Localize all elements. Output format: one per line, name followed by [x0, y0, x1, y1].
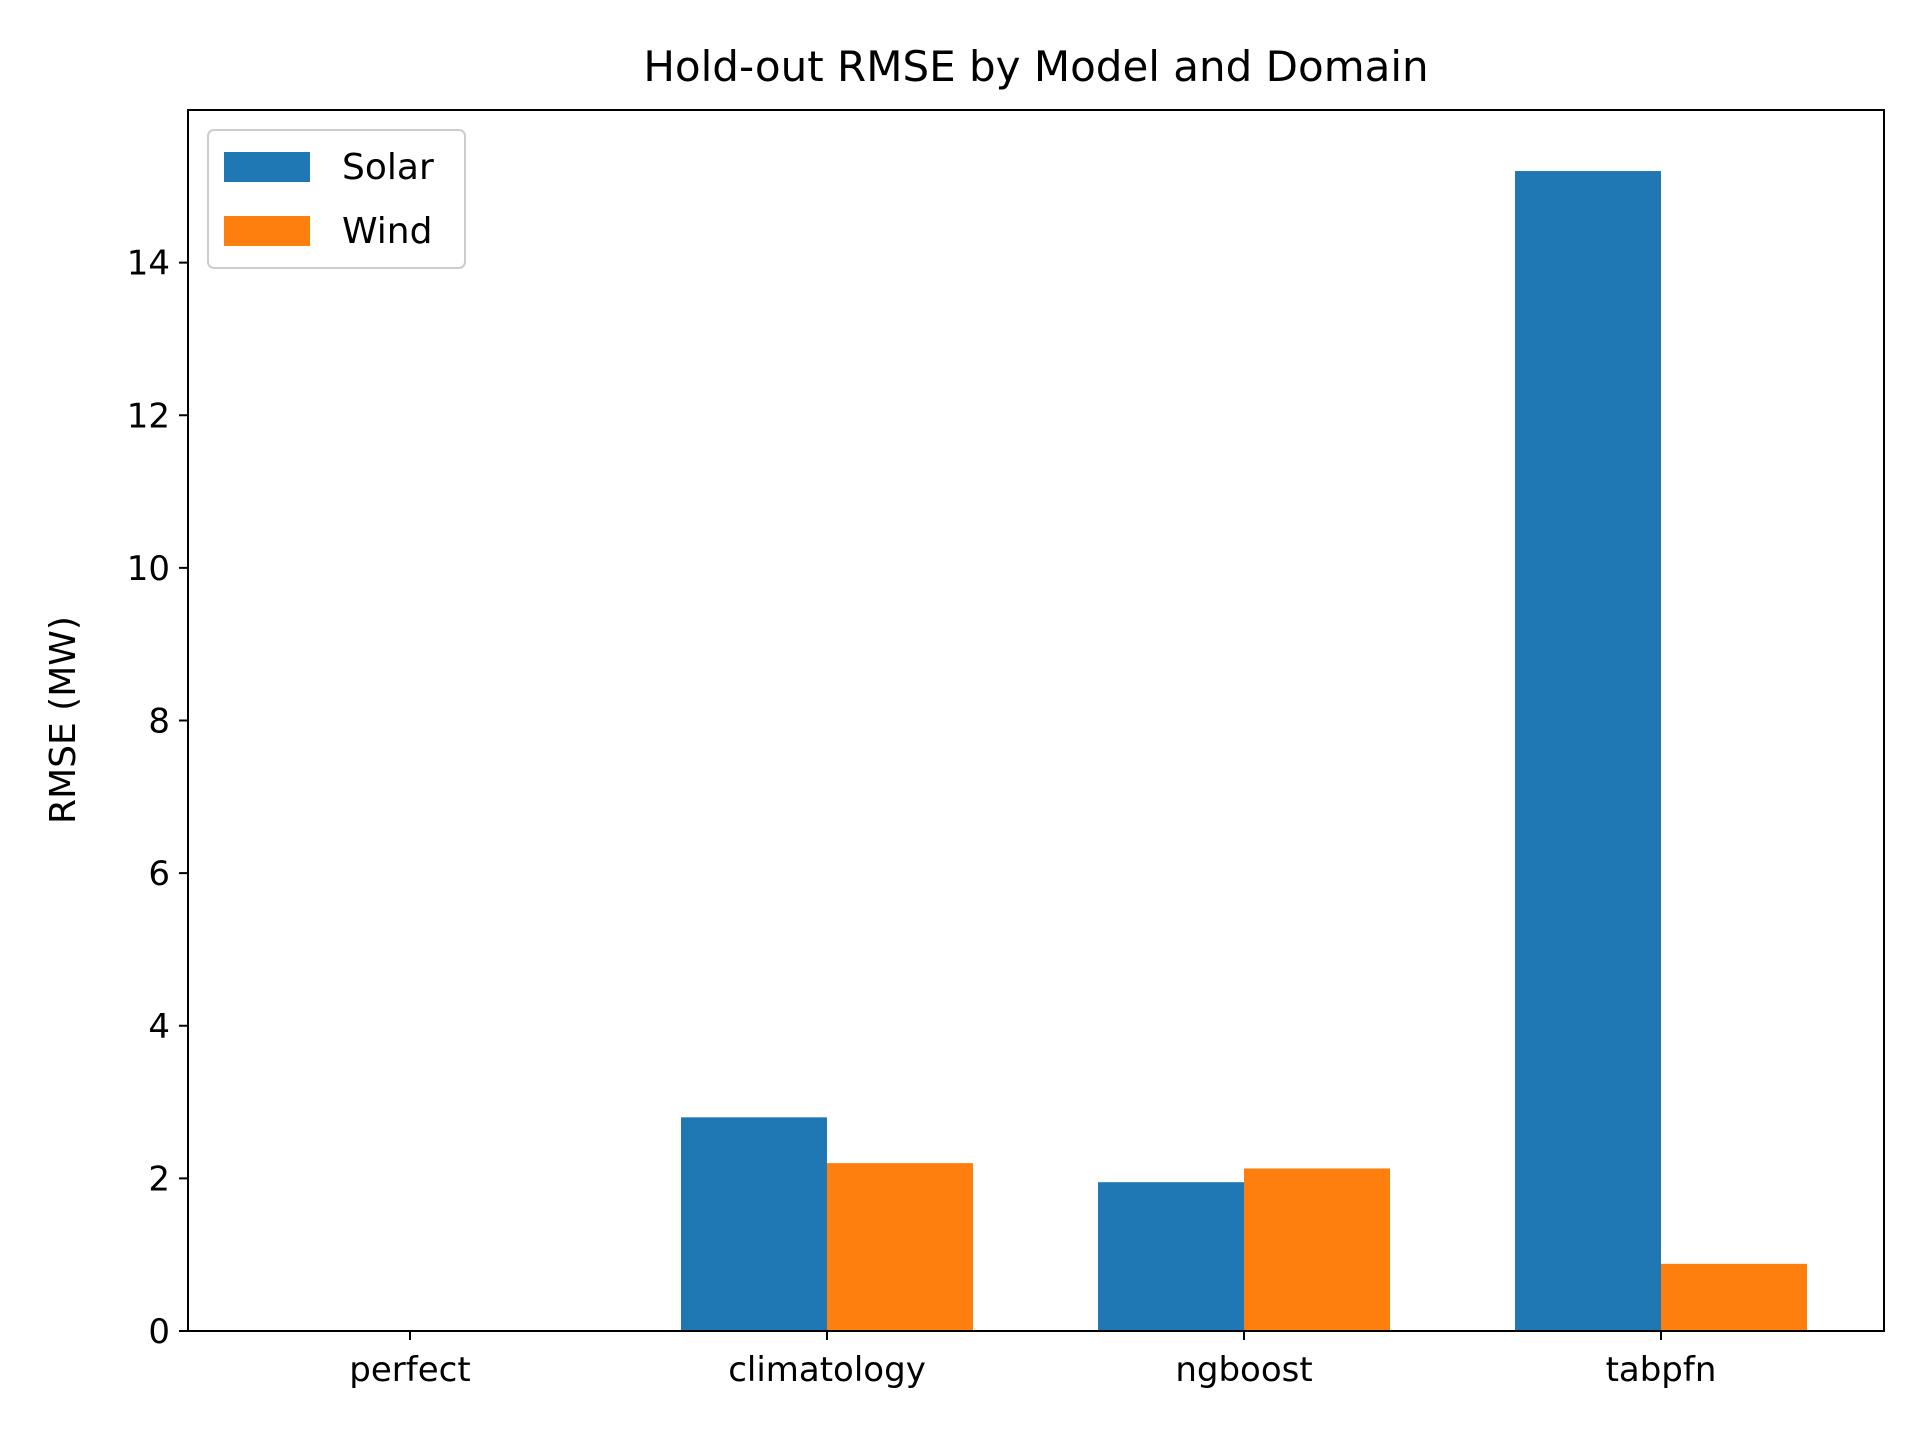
y-tick-label: 2 [148, 1159, 170, 1199]
x-axis: perfect climatology ngboost tabpfn [349, 1331, 1716, 1390]
x-tick-label-ngboost: ngboost [1175, 1350, 1312, 1390]
bar-solar-ngboost [1098, 1182, 1244, 1331]
bar-wind-tabpfn [1661, 1263, 1807, 1331]
y-axis-label: RMSE (MW) [43, 616, 84, 824]
y-tick-label: 10 [127, 549, 170, 589]
x-tick-label-perfect: perfect [349, 1350, 470, 1390]
legend-label-solar: Solar [342, 147, 434, 188]
x-tick-label-tabpfn: tabpfn [1606, 1350, 1717, 1390]
bar-solar-climatology [681, 1117, 827, 1331]
y-tick-label: 14 [127, 244, 170, 284]
legend-swatch-solar [224, 152, 310, 182]
legend: Solar Wind [207, 129, 466, 269]
bar-solar-tabpfn [1515, 171, 1661, 1331]
plot-area [681, 171, 1807, 1331]
x-tick-label-climatology: climatology [728, 1350, 926, 1390]
bar-wind-ngboost [1244, 1168, 1390, 1331]
y-tick-label: 0 [148, 1312, 170, 1352]
y-tick-label: 8 [148, 702, 170, 742]
bar-wind-climatology [827, 1163, 973, 1331]
legend-label-wind: Wind [342, 211, 432, 252]
legend-swatch-wind [224, 216, 310, 246]
y-axis: 0 2 4 6 8 10 12 14 [127, 244, 188, 1352]
y-tick-label: 6 [148, 854, 170, 894]
plot-frame [187, 109, 1885, 1332]
y-tick-label: 12 [127, 396, 170, 436]
chart-title: Hold-out RMSE by Model and Domain [643, 42, 1428, 91]
y-tick-label: 4 [148, 1007, 170, 1047]
